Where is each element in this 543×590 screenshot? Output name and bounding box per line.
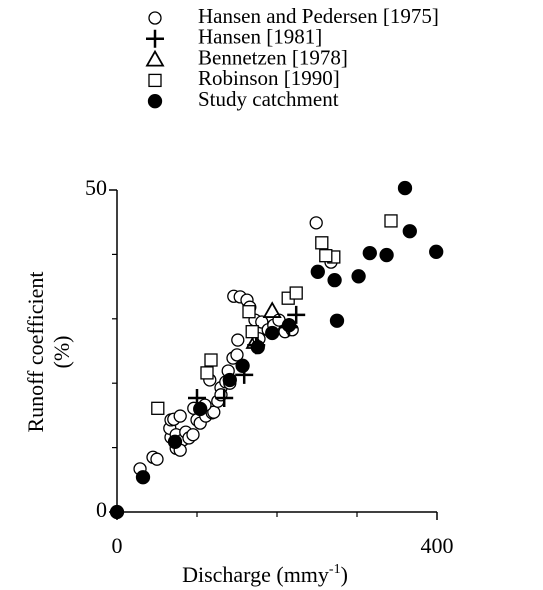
y-axis-label: Runoff coefficient (23, 271, 48, 432)
point (319, 249, 333, 263)
legend-label: Hansen [1981] (198, 25, 322, 49)
point (287, 305, 306, 324)
x-axis-label: Discharge (mmy-1) (182, 562, 348, 587)
point (235, 358, 250, 373)
point (222, 372, 237, 388)
point (250, 339, 265, 355)
point (281, 318, 297, 333)
legend-label: Hansen and Pedersen [1975] (198, 4, 439, 28)
point (262, 301, 282, 318)
legend-marker (145, 49, 165, 67)
point (265, 325, 280, 341)
point (379, 247, 394, 263)
point (167, 434, 183, 449)
point (351, 269, 366, 284)
point (230, 348, 244, 362)
legend-marker (148, 11, 162, 25)
point (109, 504, 125, 520)
point (215, 389, 234, 408)
point (245, 325, 259, 339)
point (327, 273, 342, 288)
point (429, 244, 444, 259)
point (151, 401, 165, 415)
legend-label: Study catchment (198, 87, 339, 111)
point (173, 409, 187, 423)
legend-marker (146, 29, 164, 48)
y-tick-label: 0 (96, 497, 107, 522)
point (310, 264, 325, 279)
legend-label: Bennetzen [1978] (198, 45, 348, 69)
legend-marker (147, 94, 163, 109)
point (289, 286, 303, 300)
point (204, 353, 218, 367)
point (135, 470, 151, 485)
point (315, 236, 329, 250)
point (384, 214, 398, 228)
point (200, 366, 214, 380)
legend-marker (148, 73, 162, 88)
y-axis-label-unit: (%) (49, 336, 74, 369)
point (231, 333, 245, 347)
point (397, 180, 413, 196)
x-axis-label-sup: -1 (329, 562, 341, 577)
x-tick-label: 0 (112, 533, 123, 558)
x-tick-label: 400 (421, 533, 454, 558)
legend-label: Robinson [1990] (198, 66, 340, 90)
point (402, 224, 417, 239)
point (150, 452, 164, 466)
point (309, 216, 323, 230)
x-axis-label-end: ) (341, 562, 348, 587)
point (362, 245, 377, 261)
point (186, 428, 200, 442)
y-tick-label: 50 (85, 175, 107, 200)
point (193, 401, 208, 417)
x-axis-label-text: Discharge (mmy (182, 562, 329, 587)
point (242, 305, 256, 319)
point (329, 313, 345, 328)
